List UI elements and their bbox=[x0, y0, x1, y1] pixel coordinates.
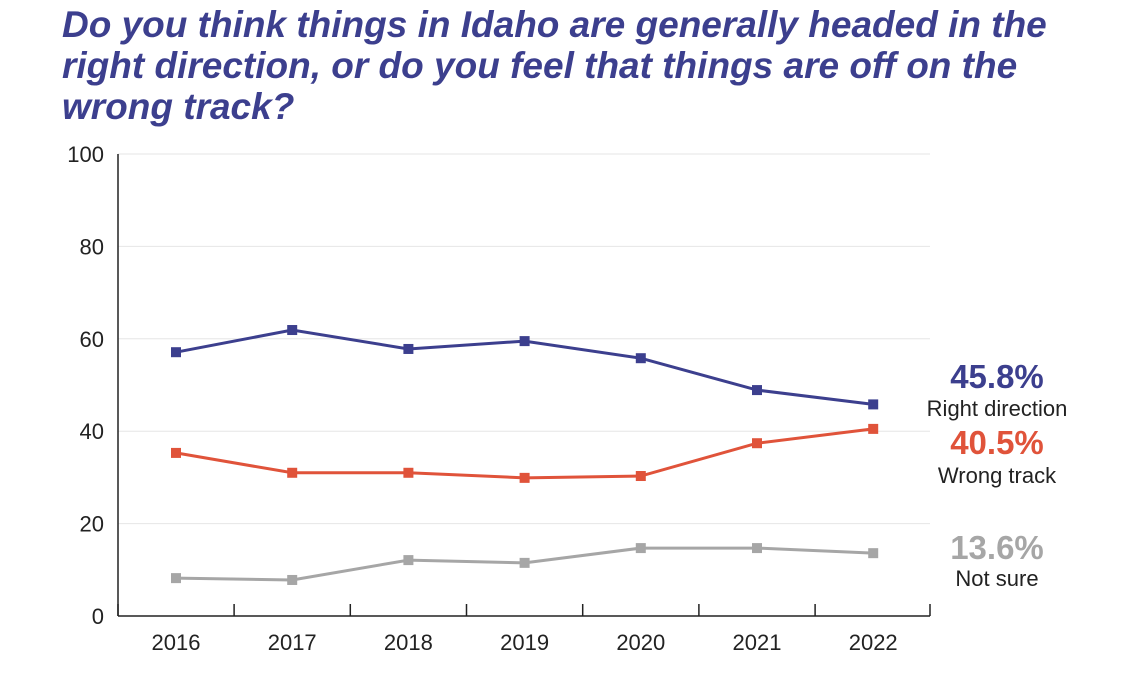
x-tick-label: 2020 bbox=[616, 630, 665, 655]
data-point bbox=[752, 385, 762, 396]
series-name-label: Not sure bbox=[955, 566, 1038, 591]
x-tick-label: 2022 bbox=[849, 630, 898, 655]
series-name-label: Right direction bbox=[927, 396, 1068, 421]
y-tick-label: 80 bbox=[80, 234, 104, 259]
data-point bbox=[171, 447, 181, 458]
data-point bbox=[519, 336, 530, 347]
data-point bbox=[403, 343, 414, 354]
x-tick-label: 2017 bbox=[268, 630, 317, 655]
data-point bbox=[868, 423, 879, 434]
data-point bbox=[287, 467, 298, 478]
data-point bbox=[171, 573, 181, 584]
chart-title: Do you think things in Idaho are general… bbox=[62, 4, 1047, 127]
data-point bbox=[287, 574, 298, 585]
y-tick-label: 20 bbox=[80, 512, 104, 537]
series-value-label: 45.8% bbox=[950, 358, 1044, 395]
data-point bbox=[635, 471, 646, 482]
series-name-label: Wrong track bbox=[938, 463, 1057, 488]
x-tick-label: 2021 bbox=[733, 630, 782, 655]
series-line-1 bbox=[175, 427, 874, 480]
series-value-label: 40.5% bbox=[950, 424, 1044, 461]
data-point bbox=[171, 347, 181, 358]
data-point bbox=[287, 325, 298, 336]
data-point bbox=[635, 353, 646, 364]
y-tick-label: 0 bbox=[92, 604, 104, 629]
y-tick-label: 100 bbox=[67, 142, 104, 167]
x-tick-label: 2016 bbox=[152, 630, 201, 655]
data-point bbox=[868, 548, 879, 559]
data-point bbox=[868, 399, 879, 410]
data-point bbox=[519, 472, 530, 483]
data-point bbox=[403, 555, 414, 566]
x-tick-label: 2019 bbox=[500, 630, 549, 655]
data-point bbox=[752, 543, 762, 554]
data-point bbox=[635, 543, 646, 554]
x-tick-label: 2018 bbox=[384, 630, 433, 655]
data-point bbox=[519, 557, 530, 568]
series-value-label: 13.6% bbox=[950, 529, 1044, 566]
data-point bbox=[752, 438, 762, 449]
y-tick-label: 40 bbox=[80, 419, 104, 444]
data-point bbox=[403, 467, 414, 478]
y-tick-label: 60 bbox=[80, 327, 104, 352]
